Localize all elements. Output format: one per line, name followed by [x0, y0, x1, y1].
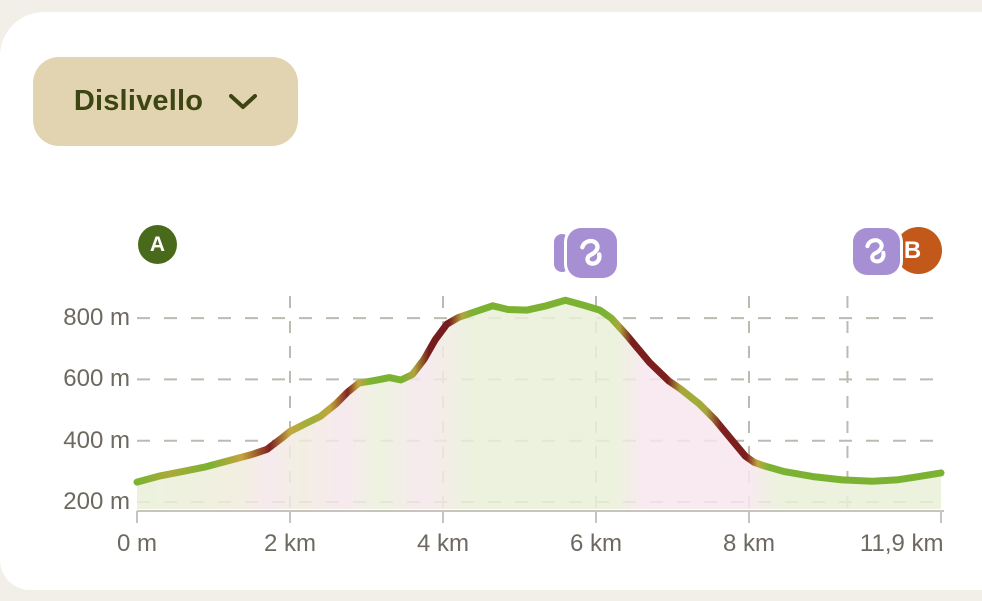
elevation-line [133, 296, 945, 486]
x-axis-label: 0 m [116, 530, 158, 557]
x-axis-label: 11,9 km [859, 530, 944, 557]
y-axis-label: 600 m [63, 365, 130, 393]
x-axis-label: 2 km [263, 530, 317, 557]
elevation-metric-dropdown[interactable]: Dislivello [33, 57, 298, 146]
end-marker-b[interactable]: B [895, 227, 942, 274]
chevron-down-icon [229, 93, 258, 109]
y-axis-label: 400 m [63, 426, 130, 454]
elevation-area-fill [137, 300, 941, 509]
x-axis-label: 4 km [416, 530, 470, 557]
y-axis-label: 200 m [63, 488, 130, 515]
waypoint-chip-middle[interactable] [567, 228, 617, 278]
waypoint-squiggle-icon [865, 238, 886, 264]
waypoint-stack-back-card [554, 234, 570, 272]
end-marker-label: B [903, 236, 922, 264]
x-axis-label: 8 km [722, 530, 776, 557]
dropdown-label: Dislivello [73, 85, 204, 117]
waypoint-chip-end[interactable] [853, 228, 900, 275]
start-marker-label: A [149, 232, 166, 256]
y-axis-label: 800 m [63, 304, 130, 332]
x-axis [136, 510, 944, 523]
x-axis-label: 6 km [569, 530, 623, 557]
start-marker-a[interactable]: A [138, 225, 177, 264]
waypoint-squiggle-icon [580, 238, 602, 266]
